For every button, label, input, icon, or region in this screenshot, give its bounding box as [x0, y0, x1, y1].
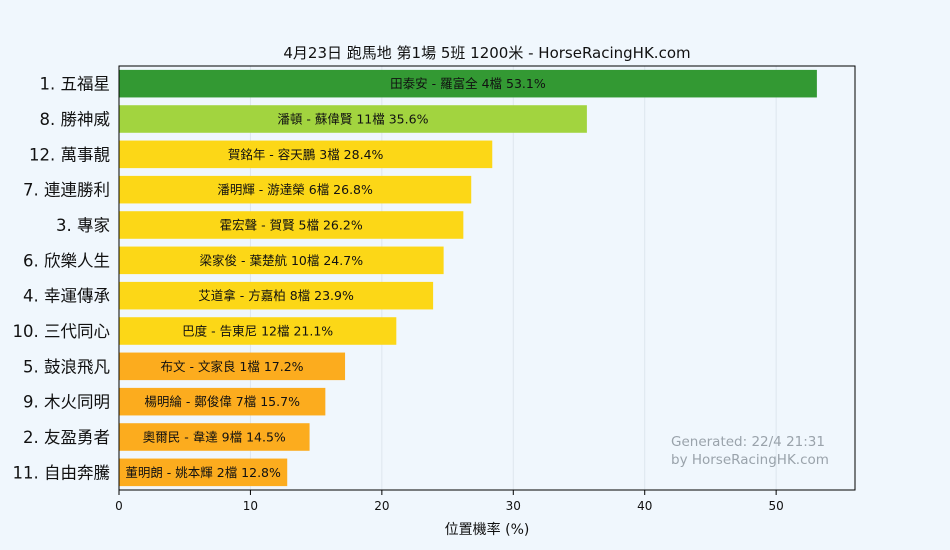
x-tick-label: 0 — [115, 499, 123, 513]
bar — [119, 140, 493, 169]
category-label: 11. 自由奔騰 — [13, 463, 111, 482]
bar — [119, 423, 310, 451]
category-label: 12. 萬事靚 — [29, 145, 110, 164]
generated-annotation: Generated: 22/4 21:31 by HorseRacingHK.co… — [671, 434, 829, 468]
bar-label: 潘明輝 - 游達榮 6檔 26.8% — [217, 182, 373, 197]
bar-label: 梁家俊 - 葉楚航 10檔 24.7% — [200, 253, 364, 268]
bar-label: 潘頓 - 蘇偉賢 11檔 35.6% — [277, 112, 428, 127]
x-tick-label: 20 — [374, 499, 389, 513]
bar — [119, 105, 587, 133]
bar — [119, 175, 472, 204]
bar-label: 霍宏聲 - 賀賢 5檔 26.2% — [220, 218, 363, 233]
bar — [119, 246, 444, 275]
bar-label: 賀銘年 - 容天鵬 3檔 28.4% — [228, 147, 384, 162]
plot-area — [119, 66, 855, 490]
x-tick-label: 40 — [637, 499, 652, 513]
bar — [119, 211, 464, 239]
bar-labels: 田泰安 - 羅富全 4檔 53.1% 潘頓 - 蘇偉賢 11檔 35.6% 賀銘年 … — [125, 76, 546, 480]
bar-label: 楊明綸 - 鄭俊偉 7檔 15.7% — [144, 394, 300, 409]
category-label: 5. 鼓浪飛凡 — [23, 357, 110, 376]
x-tick-label: 10 — [243, 499, 258, 513]
category-label: 4. 幸運傳承 — [23, 287, 110, 306]
bar — [119, 352, 346, 381]
annotation-line: Generated: 22/4 21:31 — [671, 434, 825, 450]
bar-label: 董明朗 - 姚本輝 2檔 12.8% — [125, 465, 281, 480]
bars — [119, 69, 817, 487]
category-label: 9. 木火同明 — [23, 393, 110, 412]
plot-frame — [118, 65, 856, 491]
bar — [119, 317, 397, 345]
category-label: 3. 專家 — [56, 216, 110, 235]
bar-label: 奧爾民 - 韋達 9檔 14.5% — [143, 430, 286, 445]
chart-title: 4月23日 跑馬地 第1場 5班 1200米 - HorseRacingHK.c… — [283, 44, 690, 62]
bar-label: 艾道拿 - 方嘉柏 8檔 23.9% — [198, 288, 354, 303]
bar — [119, 69, 817, 98]
bar — [119, 458, 288, 487]
category-label: 2. 友盈勇者 — [23, 428, 110, 447]
category-label: 1. 五福星 — [40, 75, 111, 94]
annotation-line: by HorseRacingHK.com — [671, 452, 829, 468]
category-label: 10. 三代同心 — [13, 322, 111, 341]
bar-label: 巴度 - 告東尼 12檔 21.1% — [182, 324, 333, 339]
x-tick-label: 50 — [769, 499, 784, 513]
x-tick-label: 30 — [506, 499, 521, 513]
category-label: 6. 欣樂人生 — [23, 251, 110, 270]
x-axis-label: 位置機率 (%) — [445, 521, 530, 538]
category-label: 8. 勝神威 — [40, 110, 111, 129]
bar — [119, 387, 326, 416]
x-axis-ticks: 0 10 20 30 40 50 — [115, 490, 784, 513]
category-label: 7. 連連勝利 — [23, 181, 110, 200]
y-axis-labels: 1. 五福星 8. 勝神威 12. 萬事靚 7. 連連勝利 3. 專家 6. 欣樂人生 4.… — [13, 75, 111, 483]
bar — [119, 281, 434, 310]
bar-label: 田泰安 - 羅富全 4檔 53.1% — [390, 76, 546, 91]
bar-label: 布文 - 文家良 1檔 17.2% — [160, 359, 303, 374]
